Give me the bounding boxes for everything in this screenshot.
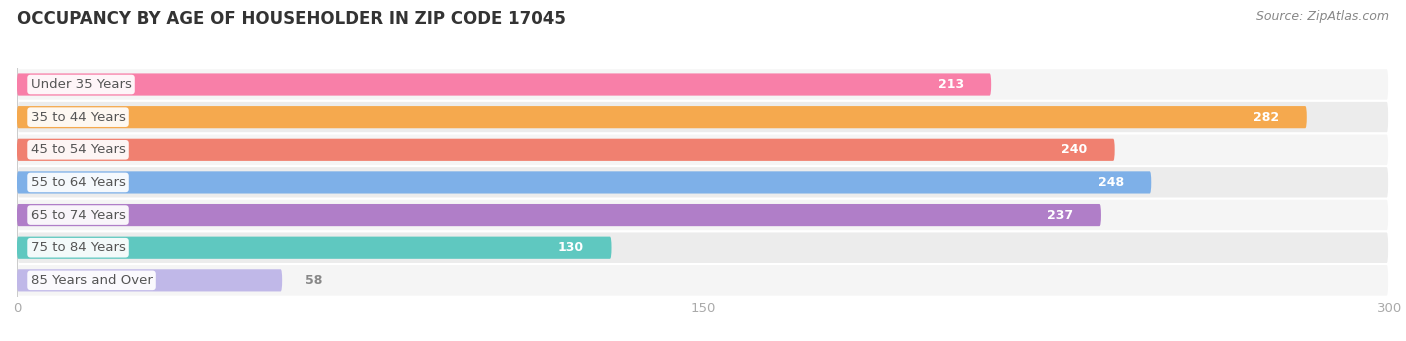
Text: 248: 248 [1098,176,1123,189]
FancyBboxPatch shape [17,106,1306,128]
FancyBboxPatch shape [17,73,991,95]
Text: 85 Years and Over: 85 Years and Over [31,274,152,287]
FancyBboxPatch shape [17,133,1389,166]
Text: 282: 282 [1253,111,1279,124]
FancyBboxPatch shape [17,68,1389,101]
FancyBboxPatch shape [17,139,1115,161]
FancyBboxPatch shape [17,232,1389,264]
FancyBboxPatch shape [17,264,1389,297]
Text: 58: 58 [305,274,322,287]
Text: OCCUPANCY BY AGE OF HOUSEHOLDER IN ZIP CODE 17045: OCCUPANCY BY AGE OF HOUSEHOLDER IN ZIP C… [17,10,565,28]
Text: 65 to 74 Years: 65 to 74 Years [31,209,125,222]
Text: 237: 237 [1047,209,1074,222]
FancyBboxPatch shape [17,269,283,292]
Text: 213: 213 [938,78,963,91]
FancyBboxPatch shape [17,204,1101,226]
Text: Source: ZipAtlas.com: Source: ZipAtlas.com [1256,10,1389,23]
FancyBboxPatch shape [17,237,612,259]
Text: 45 to 54 Years: 45 to 54 Years [31,143,125,156]
Text: 75 to 84 Years: 75 to 84 Years [31,241,125,254]
FancyBboxPatch shape [17,171,1152,194]
FancyBboxPatch shape [17,166,1389,199]
Text: 130: 130 [558,241,583,254]
FancyBboxPatch shape [17,101,1389,133]
Text: 35 to 44 Years: 35 to 44 Years [31,111,125,124]
Text: 55 to 64 Years: 55 to 64 Years [31,176,125,189]
Text: Under 35 Years: Under 35 Years [31,78,132,91]
FancyBboxPatch shape [17,199,1389,232]
Text: 240: 240 [1062,143,1087,156]
